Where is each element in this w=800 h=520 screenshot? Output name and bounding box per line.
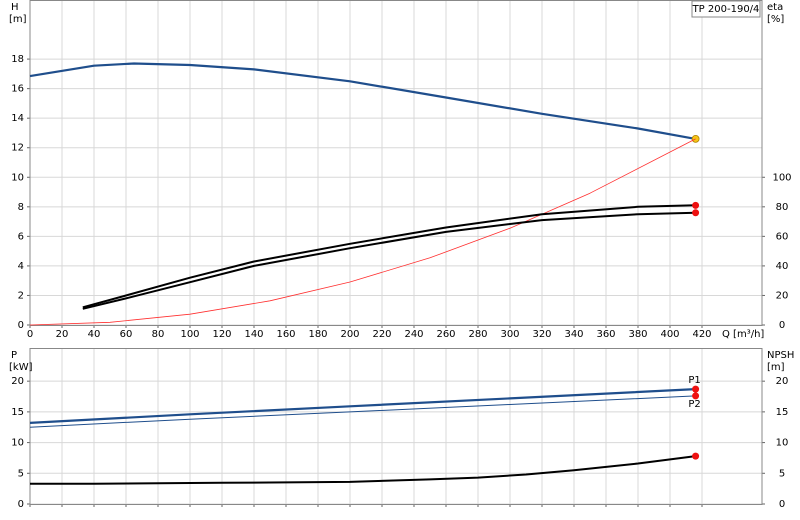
x-axis-label: Q [m³/h] xyxy=(722,329,764,340)
x-tick-label: 180 xyxy=(308,329,327,340)
chart-title: TP 200-190/4 xyxy=(692,4,760,15)
y-tick-label: 0 xyxy=(18,499,24,510)
series-line xyxy=(29,62,696,140)
end-marker xyxy=(692,201,700,209)
x-tick-label: 120 xyxy=(212,329,231,340)
y-tick-label: 14 xyxy=(11,113,24,124)
x-tick-label: 420 xyxy=(692,329,711,340)
y-axis-unit: [m] xyxy=(9,14,27,25)
y-axis-label: P xyxy=(11,350,17,361)
y2-axis-label: eta xyxy=(767,2,783,13)
x-tick-label: 320 xyxy=(532,329,551,340)
plot-frame xyxy=(29,348,763,505)
y-tick-label: 16 xyxy=(11,84,24,95)
y2-tick-label: 20 xyxy=(776,290,789,301)
y2-tick-label: 10 xyxy=(776,438,789,449)
x-tick-label: 260 xyxy=(436,329,455,340)
y2-tick-label: 20 xyxy=(776,376,789,387)
y-tick-label: 18 xyxy=(11,54,24,65)
y-tick-label: 15 xyxy=(11,407,24,418)
y-tick-label: 20 xyxy=(11,376,24,387)
y2-axis-label: NPSH xyxy=(767,350,794,361)
y2-tick-label: 0 xyxy=(779,499,785,510)
plot-frame xyxy=(29,0,763,326)
x-tick-label: 80 xyxy=(152,329,165,340)
y2-tick-label: 40 xyxy=(776,261,789,272)
x-tick-label: 40 xyxy=(88,329,101,340)
series-line xyxy=(82,211,696,310)
y2-tick-label: 80 xyxy=(776,202,789,213)
series-label: P2 xyxy=(688,399,700,410)
x-tick-label: 340 xyxy=(564,329,583,340)
y-tick-label: 5 xyxy=(18,468,24,479)
y-tick-label: 10 xyxy=(11,172,24,183)
y-axis-unit: [kW] xyxy=(9,362,33,373)
x-tick-label: 380 xyxy=(628,329,647,340)
series-line xyxy=(29,388,696,424)
y-tick-label: 2 xyxy=(18,290,24,301)
x-tick-label: 100 xyxy=(180,329,199,340)
y-tick-label: 6 xyxy=(18,231,24,242)
y2-axis-unit: [%] xyxy=(767,14,784,25)
x-tick-label: 140 xyxy=(244,329,263,340)
x-tick-label: 360 xyxy=(596,329,615,340)
y2-tick-label: 5 xyxy=(779,468,785,479)
x-tick-label: 280 xyxy=(468,329,487,340)
series-line xyxy=(30,455,696,485)
end-marker xyxy=(692,452,700,460)
y-tick-label: 4 xyxy=(18,261,24,272)
series-line xyxy=(82,204,696,309)
title-box xyxy=(691,0,761,18)
x-tick-label: 240 xyxy=(404,329,423,340)
end-marker xyxy=(691,134,700,143)
series-line xyxy=(29,138,696,326)
end-marker xyxy=(692,392,700,400)
x-tick-label: 20 xyxy=(56,329,69,340)
x-tick-label: 300 xyxy=(500,329,519,340)
y-tick-label: 10 xyxy=(11,438,24,449)
end-marker xyxy=(692,385,700,393)
y-tick-label: 0 xyxy=(18,320,24,331)
y2-tick-label: 0 xyxy=(779,320,785,331)
x-tick-label: 160 xyxy=(276,329,295,340)
y-tick-label: 12 xyxy=(11,143,24,154)
y2-tick-label: 15 xyxy=(776,407,789,418)
x-tick-label: 400 xyxy=(660,329,679,340)
y2-tick-label: 60 xyxy=(776,231,789,242)
series-line xyxy=(29,395,696,428)
y2-axis-unit: [m] xyxy=(767,362,785,373)
y-axis-label: H xyxy=(11,2,19,13)
x-tick-label: 60 xyxy=(120,329,133,340)
x-tick-label: 0 xyxy=(27,329,33,340)
series-label: P1 xyxy=(688,375,700,386)
end-marker xyxy=(692,209,700,217)
y2-tick-label: 100 xyxy=(772,172,791,183)
x-tick-label: 200 xyxy=(340,329,359,340)
y-tick-label: 8 xyxy=(18,202,24,213)
x-tick-label: 220 xyxy=(372,329,391,340)
